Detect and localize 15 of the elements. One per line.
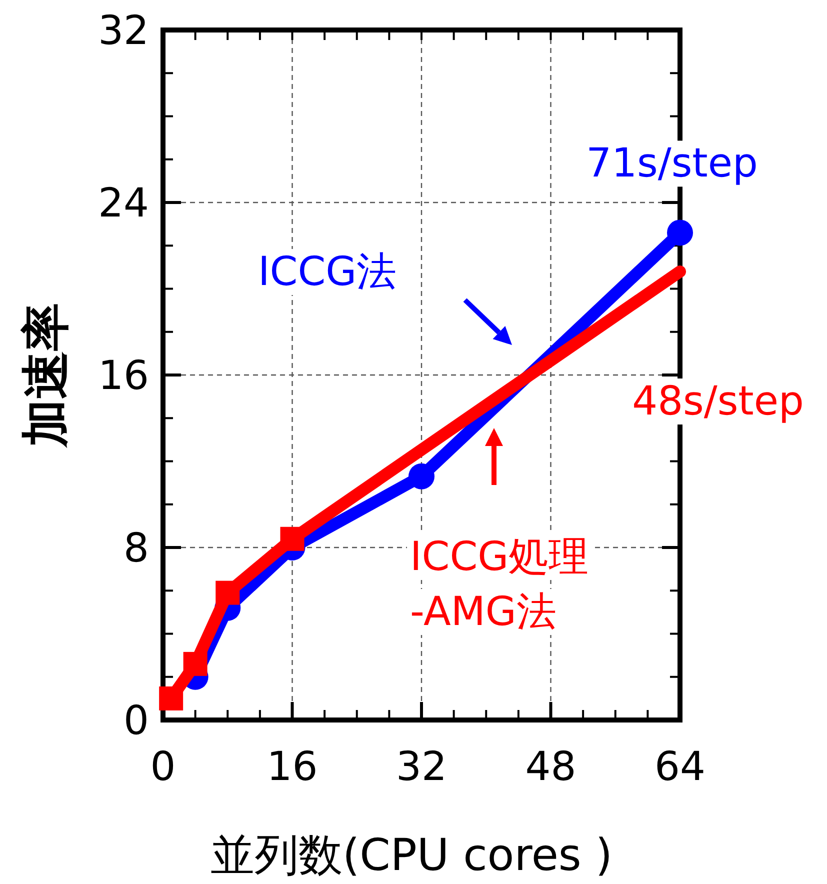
y-tick-label: 0	[124, 698, 149, 744]
text: ICCG法	[258, 249, 397, 295]
text: ICCG処理 -AMG法	[410, 534, 589, 635]
annotation: 48s/step	[632, 378, 804, 424]
y-tick-label: 32	[98, 8, 149, 54]
x-tick-label: 16	[266, 744, 318, 790]
x-tick-label: 48	[525, 744, 576, 790]
x-tick-label: 64	[654, 744, 706, 790]
x-axis-title: 並列数(CPU cores )	[210, 830, 612, 881]
y-tick-label: 16	[98, 353, 149, 399]
y-tick-label: 24	[98, 180, 149, 226]
x-tick-label: 32	[396, 744, 447, 790]
y-tick-label: 8	[124, 526, 149, 572]
y-axis-title: 加速率	[18, 303, 74, 449]
annotation: 71s/step	[586, 140, 758, 187]
